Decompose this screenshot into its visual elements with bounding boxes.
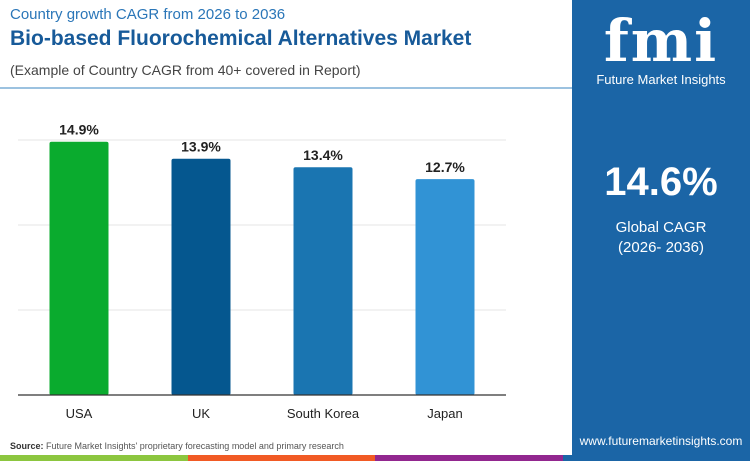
x-tick-label: Japan bbox=[427, 406, 462, 421]
color-stripe bbox=[187, 455, 376, 461]
x-tick-label: South Korea bbox=[287, 406, 360, 421]
color-stripe bbox=[0, 455, 188, 461]
side-panel: fmi Future Market Insights 14.6% Global … bbox=[572, 0, 750, 455]
source-text: Future Market Insights' proprietary fore… bbox=[43, 441, 344, 451]
data-label: 13.4% bbox=[303, 147, 343, 163]
chart-title: Bio-based Fluorochemical Alternatives Ma… bbox=[10, 27, 472, 50]
bar-japan bbox=[415, 179, 475, 395]
x-tick-label: UK bbox=[192, 406, 210, 421]
bar-chart: 14.9% USA 13.9% UK 13.4% South Korea 12.7% Japa… bbox=[18, 122, 506, 421]
bar-uk bbox=[171, 158, 231, 395]
bar-usa bbox=[49, 141, 109, 395]
x-tick-label: USA bbox=[66, 406, 93, 421]
source-note: Source: Future Market Insights' propriet… bbox=[10, 441, 344, 451]
bar-south-korea bbox=[293, 167, 353, 395]
data-label: 14.9% bbox=[59, 122, 99, 138]
data-label: 13.9% bbox=[181, 139, 221, 155]
divider bbox=[0, 87, 572, 89]
logo-text: Future Market Insights bbox=[596, 72, 726, 87]
website-link[interactable]: www.futuremarketinsights.com bbox=[579, 434, 743, 448]
chart-subtitle: Country growth CAGR from 2026 to 2036 bbox=[10, 6, 286, 23]
source-label: Source: bbox=[10, 441, 44, 451]
data-label: 12.7% bbox=[425, 159, 465, 175]
chart-note: (Example of Country CAGR from 40+ covere… bbox=[10, 62, 361, 78]
fmi-logo: fmi bbox=[603, 7, 719, 75]
global-cagr-period: (2026- 2036) bbox=[618, 239, 704, 256]
global-cagr-label: Global CAGR bbox=[615, 219, 707, 236]
color-stripe bbox=[375, 455, 563, 461]
global-cagr-value: 14.6% bbox=[604, 160, 718, 204]
color-stripe bbox=[562, 455, 750, 461]
